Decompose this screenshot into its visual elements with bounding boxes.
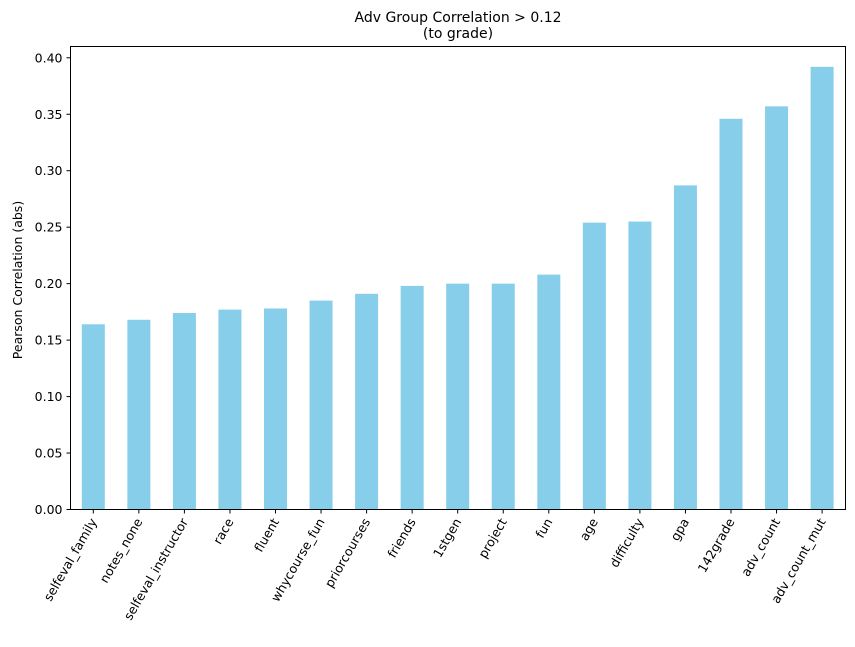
- bar-difficulty: [628, 221, 652, 510]
- x-tick-label: project: [475, 515, 510, 560]
- bar-series: [81, 66, 834, 510]
- x-tick-label: gpa: [667, 516, 692, 544]
- x-tick-label: priorcourses: [322, 516, 374, 590]
- bar-gpa: [673, 185, 697, 510]
- chart-subtitle: (to grade): [423, 26, 493, 42]
- bar-selfeval-instructor: [172, 313, 196, 510]
- bar-friends: [400, 285, 424, 510]
- bar-race: [218, 309, 242, 510]
- y-tick-label: 0.35: [35, 107, 63, 122]
- plot-frame: [70, 46, 846, 510]
- x-tick-label: notes_none: [96, 515, 145, 585]
- y-tick-label: 0.00: [35, 502, 63, 517]
- y-axis-label: Pearson Correlation (abs): [10, 201, 25, 359]
- x-axis: selfeval_familynotes_noneselfeval_instru…: [40, 509, 829, 623]
- y-tick-label: 0.30: [35, 163, 63, 178]
- bar-project: [491, 283, 515, 510]
- bar-142grade: [719, 118, 743, 510]
- bar-1stgen: [446, 283, 470, 510]
- x-tick-label: age: [576, 515, 601, 543]
- x-tick-label: fun: [532, 516, 555, 541]
- x-tick-label: selfeval_family: [40, 515, 100, 604]
- y-tick-label: 0.40: [35, 50, 63, 65]
- y-tick-label: 0.10: [35, 389, 63, 404]
- x-tick-label: fluent: [251, 515, 282, 554]
- y-tick-label: 0.25: [35, 220, 63, 235]
- x-tick-label: 1stgen: [430, 516, 464, 561]
- bar-fun: [537, 274, 561, 510]
- bar-adv-count-mut: [810, 66, 834, 510]
- x-tick-label: race: [210, 515, 237, 546]
- bar-priorcourses: [355, 293, 379, 510]
- bar-selfeval-family: [81, 324, 105, 510]
- bar-adv-count: [765, 106, 789, 510]
- bar-age: [582, 222, 606, 510]
- x-tick-label: friends: [384, 516, 419, 561]
- bar-notes-none: [127, 319, 151, 510]
- y-tick-label: 0.05: [35, 446, 63, 461]
- y-axis: 0.00 0.05 0.10 0.15 0.20 0.25 0.30 0.35 0.40: [35, 50, 71, 517]
- x-tick-label: 142grade: [694, 515, 737, 575]
- bar-whycourse-fun: [309, 300, 333, 510]
- bar-fluent: [264, 308, 287, 510]
- chart-title: Adv Group Correlation > 0.12: [354, 10, 561, 26]
- x-tick-label: difficulty: [606, 515, 646, 570]
- y-tick-label: 0.20: [35, 276, 63, 291]
- x-tick-label: adv_count: [738, 515, 783, 578]
- y-tick-label: 0.15: [35, 333, 63, 348]
